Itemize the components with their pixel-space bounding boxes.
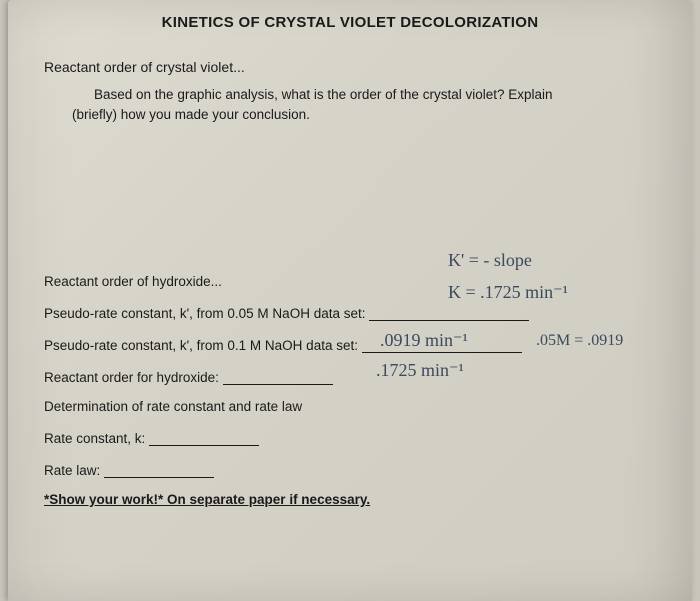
prompt-line-2: (briefly) how you made your conclusion. (72, 107, 310, 122)
rate-law-blank (104, 463, 214, 478)
reactant-order-hydroxide-line: Reactant order for hydroxide: (44, 367, 656, 385)
k-0-05-line: Pseudo-rate constant, k', from 0.05 M Na… (44, 303, 656, 321)
prompt-line-1: Based on the graphic analysis, what is t… (94, 85, 553, 105)
rate-constant-line: Rate constant, k: (44, 428, 656, 446)
reactant-order-hydroxide-label: Reactant order for hydroxide: (44, 370, 219, 385)
section-hydroxide: Reactant order of hydroxide... (44, 274, 656, 289)
k-0-1-blank (362, 338, 522, 353)
show-work-note: *Show your work!* On separate paper if n… (44, 492, 656, 507)
rate-constant-label: Rate constant, k: (44, 431, 145, 446)
rate-constant-blank (149, 431, 259, 446)
worksheet-title: KINETICS OF CRYSTAL VIOLET DECOLORIZATIO… (44, 14, 656, 31)
section-crystal-violet: Reactant order of crystal violet... (44, 59, 656, 75)
prompt-text: Based on the graphic analysis, what is t… (72, 85, 656, 124)
k-0-05-blank (369, 306, 529, 321)
k-0-05-label: Pseudo-rate constant, k', from 0.05 M Na… (44, 306, 365, 321)
rate-law-label: Rate law: (44, 463, 100, 478)
k-0-1-label: Pseudo-rate constant, k', from 0.1 M NaO… (44, 338, 358, 353)
paper-sheet: KINETICS OF CRYSTAL VIOLET DECOLORIZATIO… (8, 0, 692, 601)
worksheet-content: KINETICS OF CRYSTAL VIOLET DECOLORIZATIO… (8, 0, 692, 601)
reactant-order-hydroxide-blank (223, 370, 333, 385)
k-0-1-line: Pseudo-rate constant, k', from 0.1 M NaO… (44, 335, 656, 353)
determination-heading: Determination of rate constant and rate … (44, 399, 656, 414)
rate-law-line: Rate law: (44, 460, 656, 478)
